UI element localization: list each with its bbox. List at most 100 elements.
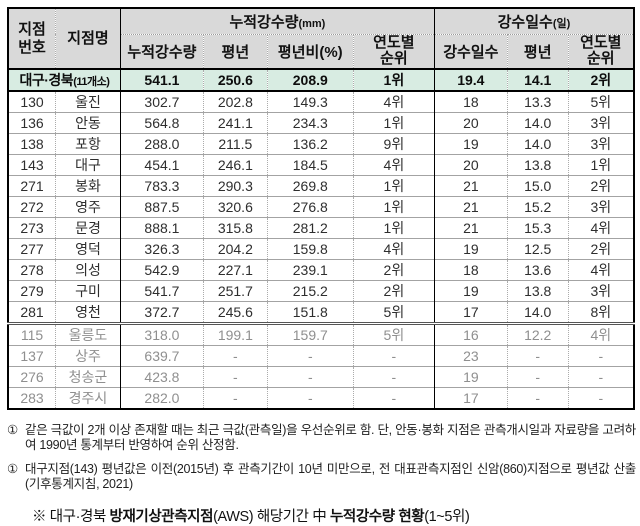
data-cell: - xyxy=(202,345,268,367)
station-number: 138 xyxy=(20,136,44,153)
station-number: 279 xyxy=(20,283,44,300)
data-cell: 4위 xyxy=(567,323,634,346)
data-cell: 8위 xyxy=(567,301,634,324)
data-cell: - xyxy=(266,345,354,367)
station-number: 143 xyxy=(20,157,44,174)
data-cell: 318.0 xyxy=(119,323,204,346)
station-number: 136 xyxy=(20,115,44,132)
data-cell: 888.1 xyxy=(119,217,204,239)
data-cell: - xyxy=(266,387,354,410)
summary-value: 19.4 xyxy=(433,69,508,92)
data-cell: 542.9 xyxy=(119,259,204,281)
station-number: 283 xyxy=(20,390,44,407)
col-header-yearly-rank-precip: 연도별 순위 xyxy=(352,34,435,70)
data-cell: 423.8 xyxy=(119,366,204,388)
data-cell: 227.1 xyxy=(202,259,268,281)
data-cell: 21 xyxy=(433,217,508,239)
group-days-label: 강수일수 xyxy=(497,13,553,31)
data-cell: 5위 xyxy=(352,323,435,346)
table-header: 지점 번호 지점명 누적강수량(mm) 강수일수(일) 누적강수량 평년 평년비… xyxy=(8,8,634,70)
col-header-precip-days: 강수일수 xyxy=(433,34,508,70)
footnote-1-text: 같은 극값이 2개 이상 존재할 때는 최근 극값(관측일)을 우선순위로 함.… xyxy=(25,423,636,453)
data-cell: - xyxy=(567,387,634,410)
col-header-station-no: 지점 번호 xyxy=(8,8,56,70)
data-cell: 21 xyxy=(433,196,508,218)
station-name: 의성 xyxy=(55,259,121,281)
col-header-precip-ratio: 평년비(%) xyxy=(266,34,354,70)
footnote-2-text: 대구지점(143) 평년값은 이전(2015년) 후 관측기간이 10년 미만으… xyxy=(25,462,636,492)
data-cell: 18 xyxy=(433,259,508,281)
data-cell: 281.2 xyxy=(266,217,354,239)
data-cell: - xyxy=(266,366,354,388)
summary-value: 208.9 xyxy=(266,69,354,92)
data-cell: 276.8 xyxy=(266,196,354,218)
data-cell: 269.8 xyxy=(266,175,354,197)
station-number: 115 xyxy=(20,327,44,344)
data-cell: 12.2 xyxy=(506,323,569,346)
data-cell: 19 xyxy=(433,133,508,155)
station-name: 경주시 xyxy=(55,387,121,410)
station-name: 청송군 xyxy=(55,366,121,388)
data-cell: 4위 xyxy=(352,154,435,176)
footnote-2-marker: ① xyxy=(7,462,18,477)
footnote-1-marker: ① xyxy=(7,423,18,438)
data-cell: 4위 xyxy=(352,91,435,113)
data-cell: 202.8 xyxy=(202,91,268,113)
data-cell: 783.3 xyxy=(119,175,204,197)
station-number: 276 xyxy=(20,369,44,386)
table-body: 대구·경북(11개소) 541.1 250.6 208.9 1위 19.4 14.1 2위 13… xyxy=(8,69,634,410)
caption-bold-station: 방재기상관측지점 xyxy=(109,509,214,526)
data-cell: 564.8 xyxy=(119,112,204,134)
data-cell: 4위 xyxy=(352,238,435,260)
data-cell: 290.3 xyxy=(202,175,268,197)
data-cell: 199.1 xyxy=(202,323,268,346)
data-cell: 20 xyxy=(433,112,508,134)
data-cell: 14.0 xyxy=(506,301,569,324)
table-row: 278 의성 542.9 227.1 239.1 2위 18 13.6 4위 xyxy=(8,259,634,281)
data-cell: - xyxy=(352,345,435,367)
data-cell: 4위 xyxy=(567,217,634,239)
data-cell: 13.8 xyxy=(506,154,569,176)
data-cell: - xyxy=(202,387,268,410)
data-cell: 14.0 xyxy=(506,133,569,155)
data-cell: 19 xyxy=(433,280,508,302)
summary-value: 1위 xyxy=(352,69,435,92)
data-cell: 1위 xyxy=(567,154,634,176)
station-number: 272 xyxy=(20,199,44,216)
data-cell: 320.6 xyxy=(202,196,268,218)
data-cell: 16 xyxy=(433,323,508,346)
caption-bold-precip: 누적강수량 현황 xyxy=(329,509,425,526)
data-cell: 2위 xyxy=(567,238,634,260)
data-cell: 241.1 xyxy=(202,112,268,134)
data-cell: 159.7 xyxy=(266,323,354,346)
station-number: 278 xyxy=(20,262,44,279)
summary-value: 541.1 xyxy=(119,69,204,92)
table-row: 279 구미 541.7 251.7 215.2 2위 19 13.8 3위 xyxy=(8,280,634,302)
table-row: 136 안동 564.8 241.1 234.3 1위 20 14.0 3위 xyxy=(8,112,634,134)
data-cell: 19 xyxy=(433,366,508,388)
data-cell: 5위 xyxy=(567,91,634,113)
col-header-normal-days: 평년 xyxy=(506,34,569,70)
data-cell: 159.8 xyxy=(266,238,354,260)
data-cell: 2위 xyxy=(352,280,435,302)
data-cell: - xyxy=(352,387,435,410)
station-number: 277 xyxy=(20,241,44,258)
data-cell: 372.7 xyxy=(119,301,204,324)
data-cell: 315.8 xyxy=(202,217,268,239)
data-cell: 14.0 xyxy=(506,112,569,134)
station-name: 대구 xyxy=(55,154,121,176)
station-name: 울릉도 xyxy=(55,323,121,346)
station-name: 영주 xyxy=(55,196,121,218)
summary-label: 대구·경북(11개소) xyxy=(19,72,110,89)
data-cell: - xyxy=(506,387,569,410)
data-cell: 4위 xyxy=(567,259,634,281)
data-cell: 5위 xyxy=(352,301,435,324)
data-cell: 13.3 xyxy=(506,91,569,113)
station-number: 273 xyxy=(20,220,44,237)
group-precip-unit: (mm) xyxy=(298,17,326,30)
bottom-caption: ※ 대구·경북 방재기상관측지점(AWS) 해당기간 中 누적강수량 현황(1~… xyxy=(32,505,640,526)
data-cell: 211.5 xyxy=(202,133,268,155)
data-cell: 19 xyxy=(433,238,508,260)
station-number: 271 xyxy=(20,178,44,195)
data-cell: 184.5 xyxy=(266,154,354,176)
